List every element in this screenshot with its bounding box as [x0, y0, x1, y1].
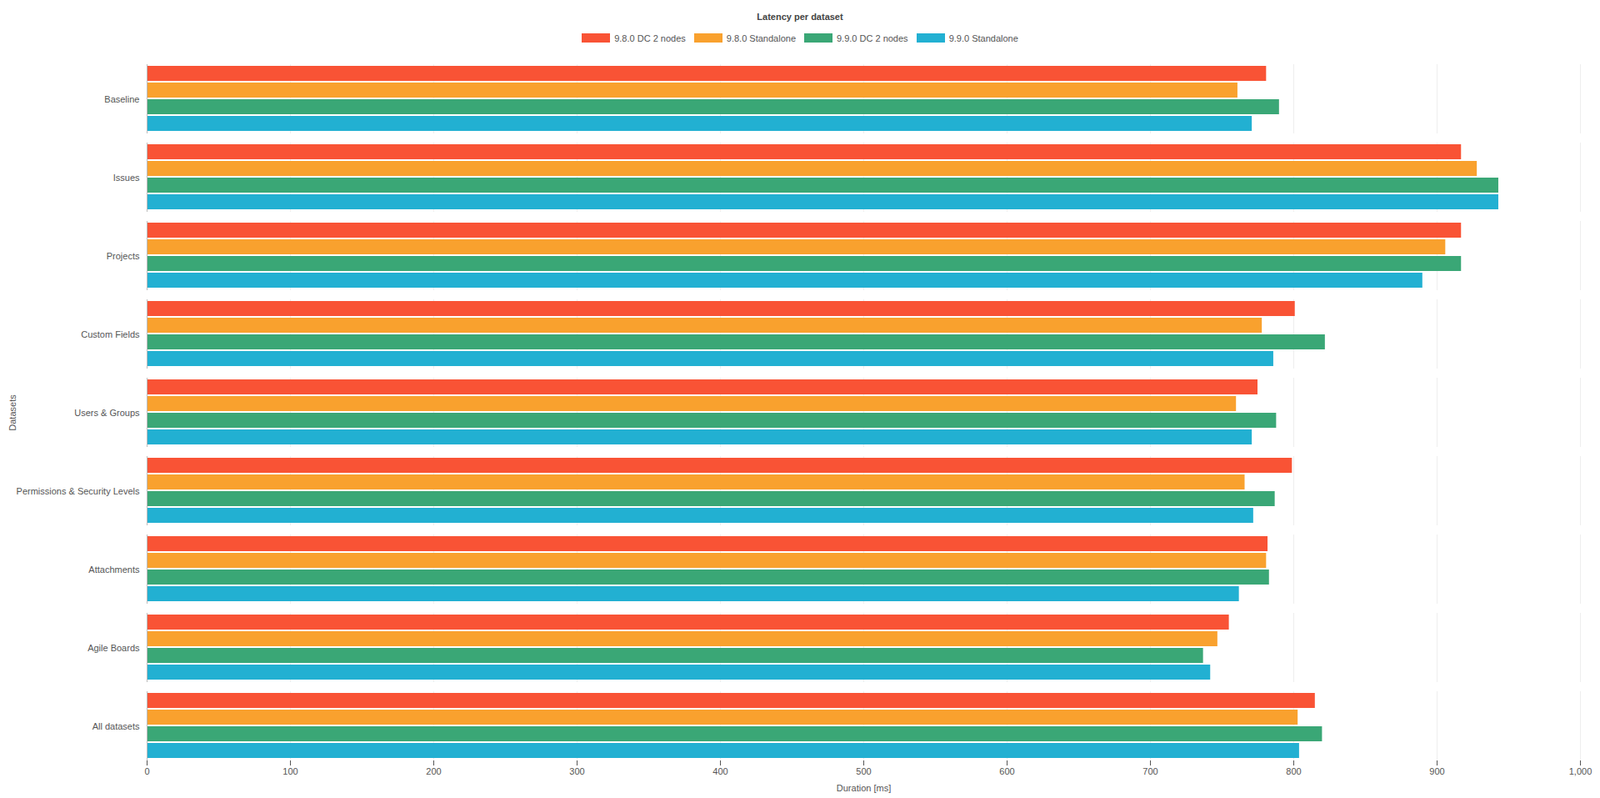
svg-text:Attachments: Attachments [88, 564, 140, 575]
html-text:9.9.0 DC 2 nodes: 9.9.0 DC 2 nodes [836, 33, 908, 44]
svg-text:1,000: 1,000 [1569, 765, 1593, 776]
svg-text:100: 100 [282, 765, 298, 776]
svg-text:0: 0 [144, 765, 150, 776]
svg-text:800: 800 [1285, 765, 1301, 776]
svg-text:Custom Fields: Custom Fields [80, 329, 140, 340]
html-text:9.9.0 Standalone: 9.9.0 Standalone [948, 33, 1019, 44]
svg-text:Users & Groups: Users & Groups [74, 407, 140, 418]
svg-text:Datasets: Datasets [7, 394, 18, 431]
svg-text:Agile Boards: Agile Boards [87, 642, 140, 653]
svg-text:Baseline: Baseline [104, 94, 140, 105]
svg-text:500: 500 [855, 765, 871, 776]
svg-text:Issues: Issues [113, 172, 140, 183]
svg-text:Projects: Projects [106, 250, 140, 261]
svg-text:300: 300 [569, 765, 585, 776]
svg-text:600: 600 [999, 765, 1015, 776]
svg-text:400: 400 [712, 765, 728, 776]
svg-text:All datasets: All datasets [92, 720, 140, 731]
html-text:9.8.0 Standalone: 9.8.0 Standalone [726, 33, 796, 44]
svg-text:Permissions & Security Levels: Permissions & Security Levels [16, 485, 140, 496]
html-text:Latency per dataset: Latency per dataset [756, 11, 844, 22]
svg-text:700: 700 [1142, 765, 1158, 776]
svg-text:200: 200 [425, 765, 441, 776]
svg-text:Duration [ms]: Duration [ms] [836, 782, 891, 793]
html-text:9.8.0 DC 2 nodes: 9.8.0 DC 2 nodes [614, 33, 686, 44]
svg-text:900: 900 [1429, 765, 1445, 776]
